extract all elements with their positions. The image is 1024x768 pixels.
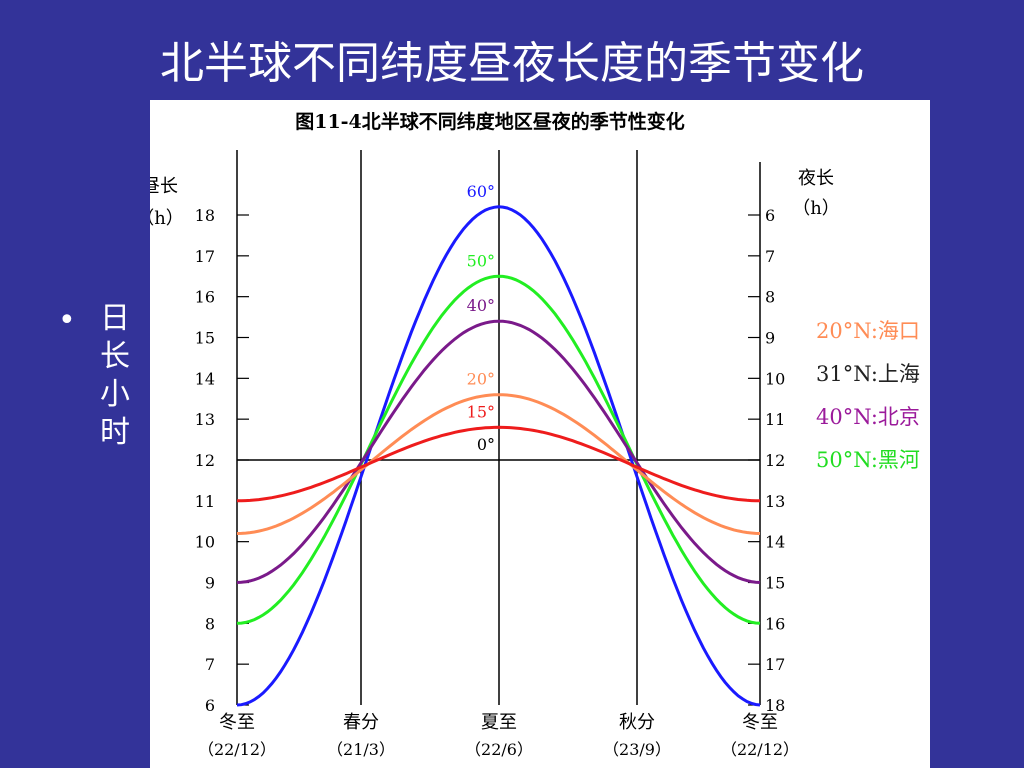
right-tick-label: 17 [765,655,785,674]
left-tick-label: 18 [195,206,215,225]
series-line [237,425,760,503]
series-line [236,393,761,535]
series-label: 50° [467,251,495,270]
left-tick-label: 9 [205,574,215,593]
x-tick-label: 秋分 [619,712,655,733]
series-line [236,319,761,584]
x-tick-date: （22/6） [465,740,533,759]
series-label: 40° [467,296,495,315]
left-tick-label: 11 [195,492,215,511]
right-tick-label: 16 [765,614,785,633]
x-tick-date: （22/12） [198,740,276,759]
right-tick-label: 11 [765,410,785,429]
left-tick-label: 17 [195,247,215,266]
series-line [236,274,761,625]
bullet-text: 日长小时 [100,301,130,450]
x-tick-label: 冬至 [219,712,255,733]
day-length-chart: 图11-4北半球不同纬度地区昼夜的季节性变化 昼长 （h） 夜长 （h） 6 7 8… [150,110,920,759]
chart-legend: 20°N:海口 31°N:上海 40°N:北京 50°N:黑河 [816,319,920,472]
left-tick-label: 13 [195,410,215,429]
legend-item: 40°N:北京 [816,405,920,429]
left-tick-label: 14 [195,369,215,388]
right-tick-label: 7 [765,247,775,266]
legend-item: 50°N:黑河 [816,448,920,472]
series-label: 0° [477,435,495,454]
legend-item: 31°N:上海 [816,362,920,386]
y-axis-right-unit: （h） [792,198,840,219]
x-tick-label: 春分 [343,712,379,733]
chart-axes: 6 7 8 9 10 11 12 13 14 15 16 17 18 18 17 16 15 14 13 12 11 10… [195,150,799,759]
x-tick-date: （22/12） [721,740,799,759]
right-tick-label: 6 [765,206,775,225]
chart-title: 图11-4北半球不同纬度地区昼夜的季节性变化 [295,110,685,133]
series-label: 60° [467,182,495,201]
left-tick-label: 15 [195,329,215,348]
chart-curves [236,205,761,707]
x-tick-date: （21/3） [327,740,395,759]
y-axis-left-unit: （h） [150,208,184,229]
x-tick-label: 冬至 [742,712,778,733]
left-tick-label: 7 [205,655,215,674]
right-tick-label: 15 [765,574,785,593]
left-tick-label: 16 [195,288,215,307]
x-tick-label: 夏至 [481,712,517,733]
left-tick-label: 10 [195,533,215,552]
y-axis-left-label: 昼长 [150,176,178,197]
legend-item: 20°N:海口 [816,319,920,343]
right-tick-label: 18 [765,696,785,715]
chart-labels: 60° 50° 40° 20° 15° 0° [467,182,495,454]
x-tick-date: （23/9） [603,740,671,759]
series-label: 20° [467,370,495,389]
bullet-dot: • [58,303,76,338]
left-tick-label: 8 [205,614,215,633]
left-tick-label: 6 [205,696,215,715]
series-label: 15° [467,402,495,421]
y-axis-right-label: 夜长 [798,168,834,189]
left-tick-label: 12 [195,451,215,470]
right-tick-label: 14 [765,533,785,552]
right-tick-label: 9 [765,329,775,348]
right-tick-label: 13 [765,492,785,511]
chart-figure: 图11-4北半球不同纬度地区昼夜的季节性变化 昼长 （h） 夜长 （h） 6 7 8… [150,100,930,768]
right-tick-label: 10 [765,369,785,388]
slide-title: 北半球不同纬度昼夜长度的季节变化 [160,38,864,89]
right-tick-label: 12 [765,451,785,470]
right-tick-label: 8 [765,288,775,307]
series-line [236,205,761,707]
